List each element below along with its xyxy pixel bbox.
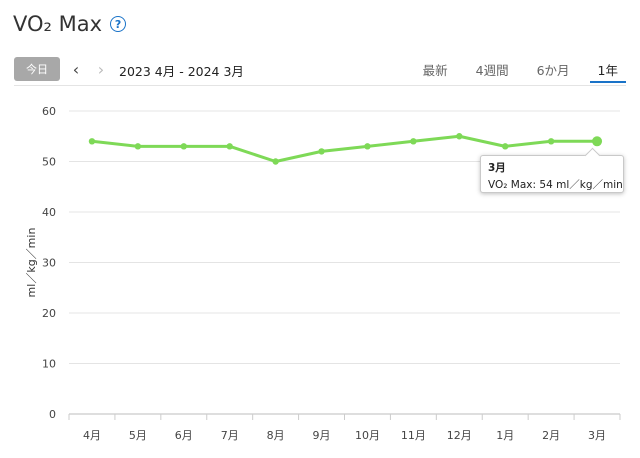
x-tick-label: 9月 [313,429,331,442]
data-point [410,138,417,145]
data-point [318,148,325,155]
header-divider [14,85,626,86]
y-tick-label: 40 [42,206,56,219]
tooltip-title: 3月 [488,162,506,174]
x-tick-label: 10月 [355,429,380,442]
tab-6-months[interactable]: 6か月 [536,62,570,78]
data-point [364,143,371,150]
x-tick-label: 2月 [542,429,560,442]
highlighted-data-point [592,136,603,147]
data-point [134,143,142,150]
x-tick-label: 4月 [83,429,101,442]
page-header: VO₂ Max ? [13,8,127,40]
y-tick-label: 30 [42,257,56,270]
y-axis-label: ml／kg／min [25,228,38,298]
y-tick-label: 0 [49,408,56,421]
data-point [272,158,279,165]
x-tick-label: 6月 [175,429,193,442]
x-tick-label: 11月 [401,429,426,442]
page-title: VO₂ Max [13,12,103,36]
chart-tooltip: 3月 VO₂ Max: 54 ml／kg／min [480,147,624,193]
y-tick-label: 50 [42,156,56,169]
x-tick-label: 5月 [129,429,147,442]
y-tick-label: 60 [42,105,56,118]
tab-4-weeks[interactable]: 4週間 [475,62,509,78]
series-line [91,134,598,163]
y-tick-label: 10 [42,358,56,371]
data-point [180,143,187,150]
today-button[interactable]: 今日 [14,57,60,81]
y-tick-label: 20 [42,307,56,320]
x-tick-label: 8月 [267,429,285,442]
data-point [88,138,96,145]
toolbar: 今日 ‹ › 2023 4月 - 2024 3月 最新 4週間 6か月 1年 [14,57,626,83]
date-range-label: 2023 4月 - 2024 3月 [119,64,244,79]
tab-latest[interactable]: 最新 [422,62,448,78]
chevron-left-icon[interactable]: ‹ [72,59,80,79]
data-point [502,143,509,150]
x-tick-label: 12月 [447,429,472,442]
x-tick-label: 3月 [588,429,606,442]
x-tick-label: 7月 [221,429,239,442]
data-point [226,143,233,150]
period-tabs: 最新 4週間 6か月 1年 [403,57,626,83]
help-icon[interactable]: ? [110,16,127,32]
data-point [547,138,555,145]
chevron-right-icon[interactable]: › [97,59,105,79]
tab-1-year[interactable]: 1年 [589,57,626,83]
data-point [456,133,463,140]
x-tick-label: 1月 [496,429,514,442]
tooltip-value: VO₂ Max: 54 ml／kg／min [488,179,623,191]
